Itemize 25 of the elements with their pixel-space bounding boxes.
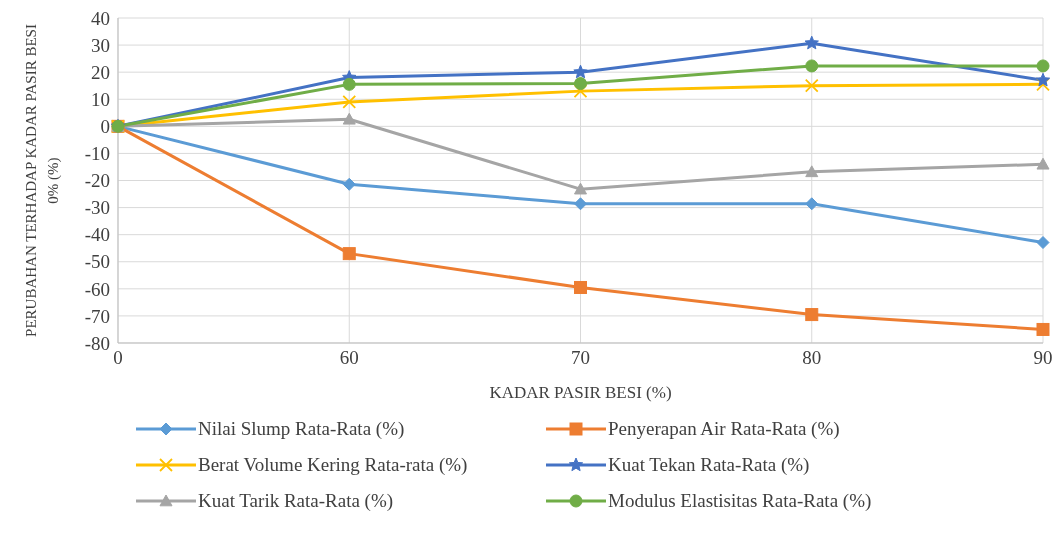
legend-label: Kuat Tarik Rata-Rata (%) — [198, 490, 394, 512]
x-tick-label: 70 — [571, 347, 590, 369]
x-tick-label: 90 — [1033, 347, 1053, 369]
legend-label: Kuat Tekan Rata-Rata (%) — [608, 454, 810, 476]
legend-label: Nilai Slump Rata-Rata (%) — [198, 418, 405, 440]
y-tick-label: 0 — [100, 116, 110, 138]
legend-label: Penyerapan Air Rata-Rata (%) — [608, 418, 840, 440]
legend-label: Modulus Elastisitas Rata-Rata (%) — [608, 490, 872, 512]
y-tick-label: -50 — [84, 251, 110, 273]
y-tick-label: 10 — [91, 89, 110, 110]
y-tick-label: -60 — [84, 278, 110, 300]
x-axis-title: KADAR PASIR BESI (%) — [489, 383, 672, 402]
x-tick-label: 80 — [802, 347, 822, 369]
y-tick-label: -10 — [84, 143, 110, 165]
y-tick-label: -80 — [84, 332, 110, 354]
y-tick-label: -20 — [84, 170, 110, 192]
y-tick-label: 20 — [91, 61, 110, 83]
legend-label: Berat Volume Kering Rata-rata (%) — [198, 454, 468, 476]
x-tick-label: 60 — [339, 347, 359, 369]
y-tick-label: 40 — [91, 7, 110, 29]
y-axis-title: PERUBAHAN TERHADAP KADAR PASIR BESI 0% (%) — [23, 24, 62, 337]
y-tick-label: -40 — [84, 224, 110, 246]
y-tick-label: -70 — [84, 305, 110, 327]
y-tick-label: 30 — [91, 34, 110, 56]
y-tick-label: -30 — [84, 197, 110, 219]
